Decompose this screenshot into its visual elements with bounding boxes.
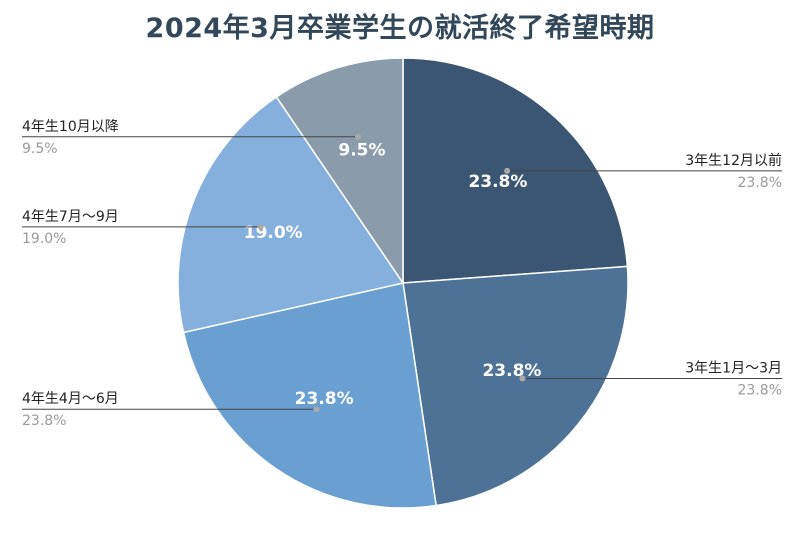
- pie-slice-5[interactable]: [275, 57, 404, 286]
- callout-percent-1: 23.8%: [738, 175, 782, 191]
- slice-value-label-1: 23.8%: [468, 172, 527, 192]
- callout-percent-3: 23.8%: [22, 413, 66, 429]
- callout-dot-1: [504, 167, 511, 174]
- callout-percent-2: 23.8%: [738, 383, 782, 399]
- callout-dot-4: [257, 223, 264, 230]
- pie-slice-2[interactable]: [402, 265, 629, 507]
- pie-slice-3[interactable]: [182, 282, 437, 509]
- callout-percent-4: 19.0%: [22, 231, 66, 247]
- pie-slice-4[interactable]: [177, 95, 405, 334]
- slice-value-label-4: 19.0%: [244, 223, 303, 243]
- slice-value-label-3: 23.8%: [295, 389, 354, 409]
- slice-value-label-2: 23.8%: [482, 361, 541, 381]
- callout-percent-5: 9.5%: [22, 141, 58, 157]
- callout-dot-5: [354, 133, 361, 140]
- callout-category-3: 4年生4月～6月: [22, 391, 119, 407]
- callout-category-1: 3年生12月以前: [685, 152, 782, 169]
- callout-dot-3: [313, 406, 320, 413]
- callout-category-4: 4年生7月～9月: [22, 209, 119, 225]
- chart-title: 2024年3月卒業学生の就活終了希望時期: [145, 13, 655, 44]
- slice-value-label-5: 9.5%: [338, 141, 385, 161]
- callout-category-5: 4年生10月以降: [22, 119, 119, 135]
- callout-category-2: 3年生1月～3月: [685, 361, 782, 377]
- callout-dot-2: [519, 375, 526, 382]
